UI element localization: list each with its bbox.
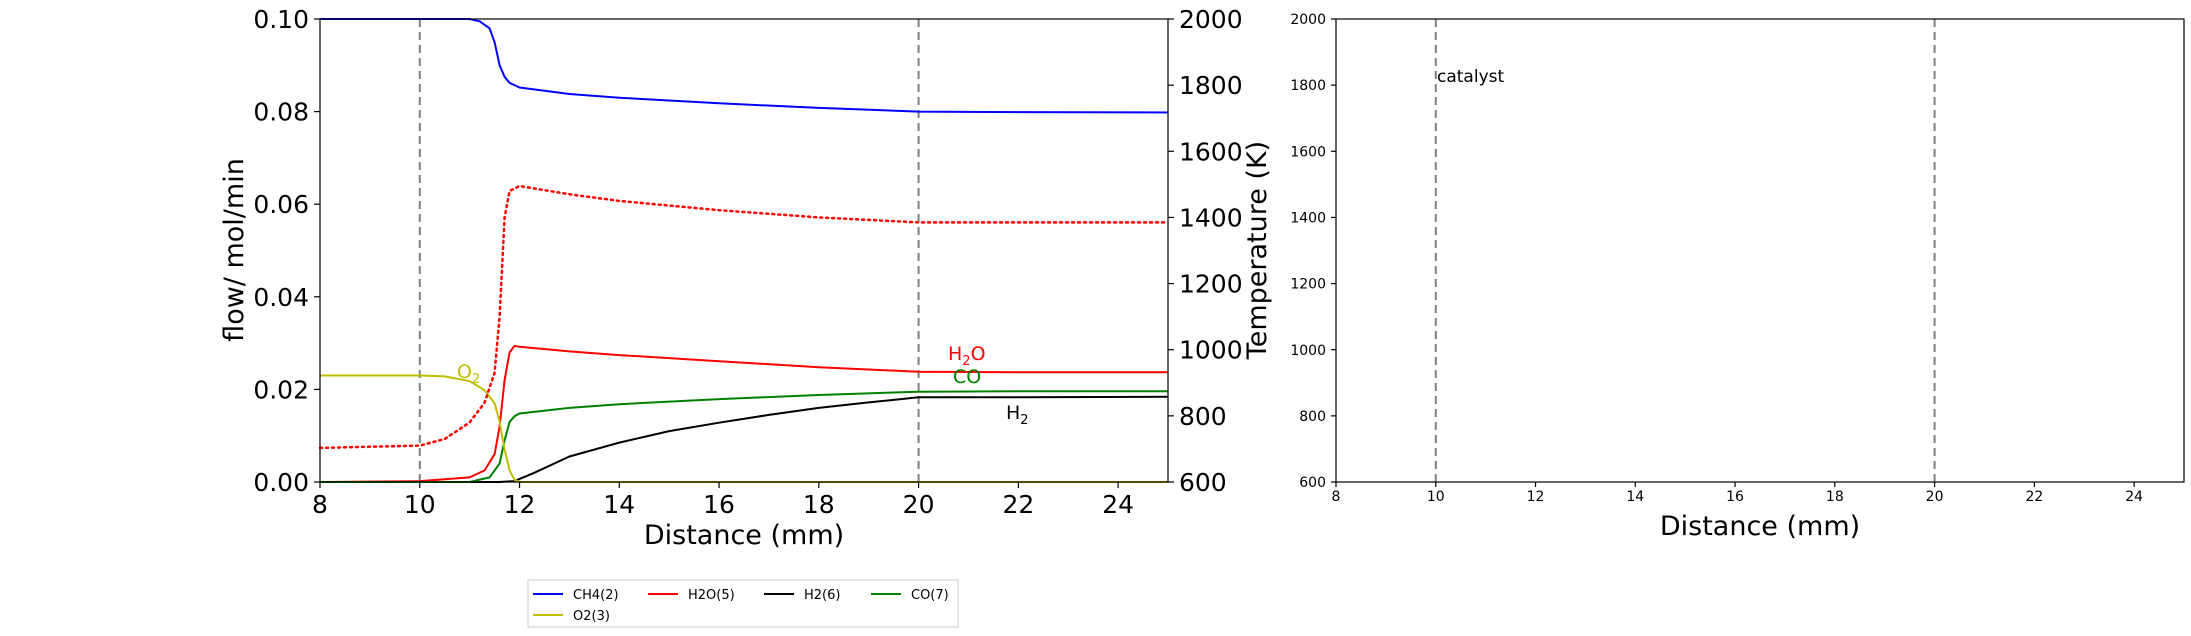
- catalyst-annotation: catalyst: [1437, 67, 1504, 87]
- left-y-ticks: 0.00 0.02 0.04 0.06 0.08 0.10: [253, 5, 320, 497]
- annotation-h2o-main: H: [948, 343, 962, 365]
- legend-label: H2O(5): [688, 588, 735, 603]
- annotation-co: CO: [953, 366, 981, 388]
- y-tick-label: 1600: [1290, 144, 1326, 160]
- right-x-ticks: 8 10 12 14 16 18 20 22 24: [1332, 482, 2143, 505]
- annotation-h2o: H2O: [948, 343, 986, 369]
- y-tick-label: 0.10: [253, 5, 309, 34]
- left-vlines: [418, 19, 920, 482]
- y-tick-label: 0.06: [253, 190, 309, 219]
- y-tick-label: 800: [1299, 409, 1326, 425]
- y-tick-label: 0.08: [253, 98, 309, 127]
- legend-label: H2(6): [804, 588, 840, 603]
- y-tick-label: 0.02: [253, 375, 309, 404]
- legend-items: CH4(2) H2O(5) H2(6) CO(7) O2(3): [533, 588, 949, 624]
- annotation-h2-sub: 2: [1020, 413, 1028, 428]
- y-tick-label: 1600: [1179, 137, 1243, 166]
- series-line-co-7: [320, 390, 1168, 483]
- x-tick-label: 18: [1826, 489, 1844, 505]
- legend-item: O2(3): [533, 609, 610, 624]
- x-tick-label: 10: [404, 490, 436, 519]
- x-tick-label: 8: [1332, 489, 1341, 505]
- x-tick-label: 14: [1626, 489, 1644, 505]
- legend-item: H2O(5): [648, 588, 735, 603]
- left-y2-ticks: 600 800 1000 1200 1400 1600 1800 2000: [1168, 5, 1243, 497]
- annotation-h2-main: H: [1006, 402, 1020, 424]
- left-series: [318, 18, 1170, 483]
- annotation-o2: O2: [457, 361, 480, 387]
- y-tick-label: 2000: [1179, 5, 1243, 34]
- y-tick-label: 1400: [1290, 210, 1326, 226]
- legend-label: CO(7): [911, 588, 949, 603]
- legend-label: CH4(2): [573, 588, 619, 603]
- annotation-h2o-post: O: [971, 343, 986, 365]
- y-tick-label: 1200: [1290, 277, 1326, 293]
- x-tick-label: 22: [1002, 490, 1034, 519]
- series-line-h2-6: [320, 395, 1169, 483]
- legend-item: H2(6): [764, 588, 840, 603]
- y-tick-label: 1800: [1290, 78, 1326, 94]
- x-tick-label: 12: [1527, 489, 1545, 505]
- x-tick-label: 16: [1726, 489, 1744, 505]
- annotation-h2o-sub: 2: [962, 354, 970, 369]
- series-line-ch4-2: [320, 18, 1169, 114]
- series-line-o2-3: [320, 374, 1168, 483]
- y-tick-label: 800: [1179, 402, 1227, 431]
- left-plot: 8 10 12 14 16 18 20 22 24 0.000.020.040.060.080.…: [219, 5, 1273, 551]
- left-x-axis-label: Distance (mm): [644, 520, 844, 551]
- legend: CH4(2) H2O(5) H2(6) CO(7) O2(3): [527, 579, 959, 628]
- annotation-o2-sub: 2: [472, 372, 480, 387]
- x-tick-label: 24: [2125, 489, 2143, 505]
- x-tick-label: 20: [903, 490, 935, 519]
- right-plot: 8 10 12 14 16 18 20 22 24 600 800 1000 1200 1400 1600…: [1290, 12, 2185, 542]
- left-x-ticks: 8 10 12 14 16 18 20 22 24: [312, 482, 1134, 519]
- y-tick-label: 1400: [1179, 203, 1243, 232]
- legend-item: CH4(2): [533, 588, 619, 603]
- x-tick-label: 20: [1926, 489, 1944, 505]
- legend-box: [527, 579, 959, 628]
- left-y-axis-label: flow/ mol/min: [219, 158, 250, 342]
- y-tick-label: 1000: [1179, 336, 1243, 365]
- legend-label: O2(3): [573, 609, 610, 624]
- x-tick-label: 18: [803, 490, 835, 519]
- y-tick-label: 1800: [1179, 71, 1243, 100]
- y-tick-label: 0.04: [253, 283, 309, 312]
- x-tick-label: 24: [1102, 490, 1134, 519]
- x-tick-label: 10: [1427, 489, 1445, 505]
- y-tick-label: 1200: [1179, 270, 1243, 299]
- left-axes-frame: [319, 18, 1169, 483]
- x-tick-label: 22: [2025, 489, 2043, 505]
- right-x-axis-label: Distance (mm): [1660, 511, 1860, 542]
- x-tick-label: 16: [703, 490, 735, 519]
- x-tick-label: 8: [312, 490, 328, 519]
- series-line-temperature: [318, 184, 1170, 450]
- x-tick-label: 14: [603, 490, 635, 519]
- y-tick-label: 0.00: [253, 468, 309, 497]
- left-y2-axis-label: Temperature (K): [1242, 141, 1273, 360]
- legend-item: CO(7): [871, 588, 949, 603]
- annotation-o2-main: O: [457, 361, 472, 383]
- y-tick-label: 2000: [1290, 12, 1326, 28]
- x-tick-label: 12: [504, 490, 536, 519]
- y-tick-label: 1000: [1290, 343, 1326, 359]
- y-tick-label: 600: [1299, 475, 1326, 491]
- y-tick-label: 600: [1179, 468, 1227, 497]
- right-y-ticks: 600 800 1000 1200 1400 1600 1800 2000: [1290, 12, 1336, 491]
- right-axes-frame: [1335, 18, 2185, 483]
- series-line-h2o-5: [319, 344, 1168, 483]
- right-vlines: [1434, 19, 1936, 482]
- annotation-h2: H2: [1006, 402, 1029, 428]
